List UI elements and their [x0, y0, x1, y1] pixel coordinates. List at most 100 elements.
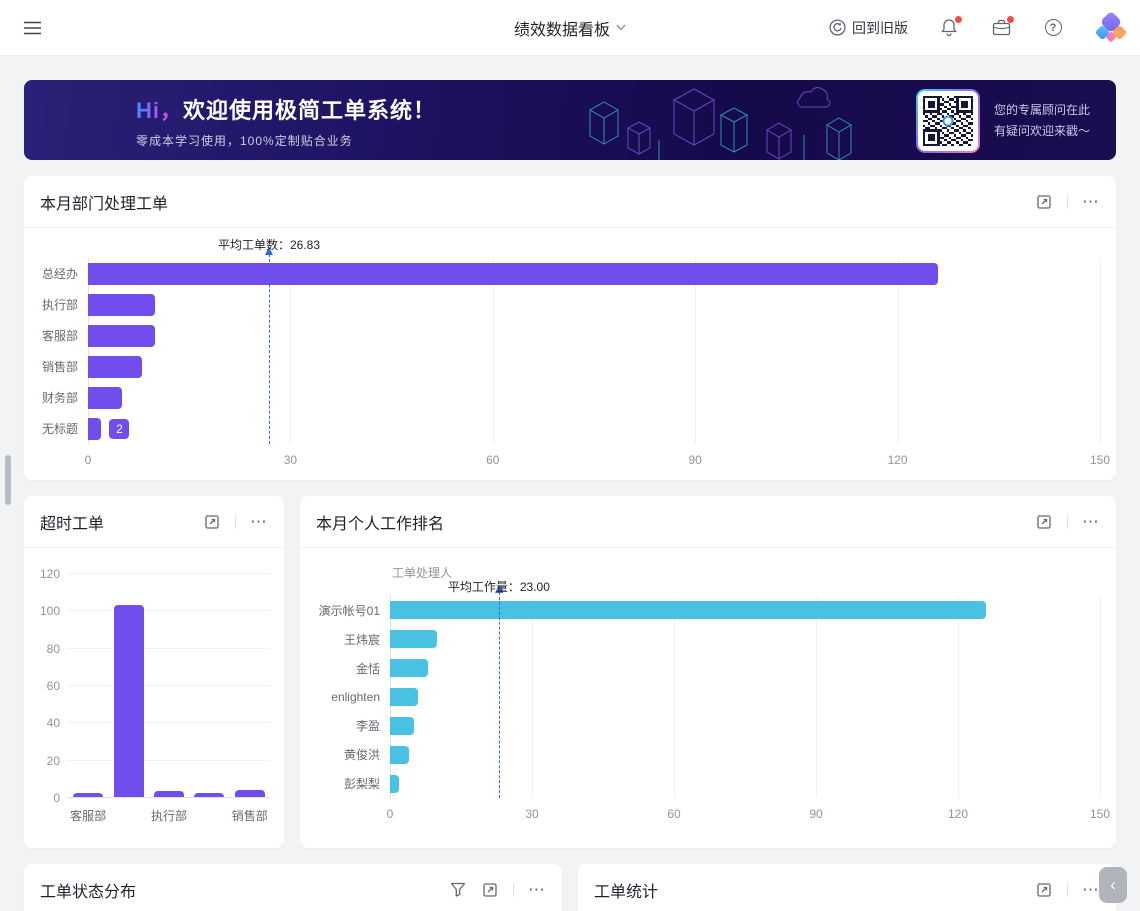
chart-body: 演示帐号01 王炜宸 金恬 enlighten 李盈 黄俊洪 彭梨梨 工单处理人 平均工作量：…: [316, 566, 1101, 798]
x-tick-label: 30: [525, 807, 539, 821]
card-stats-header: 工单统计 ⋯: [578, 864, 1116, 911]
gridline: [958, 596, 959, 798]
bar-客服部[interactable]: [73, 793, 104, 797]
average-line: [265, 247, 273, 444]
x-category-label: 销售部: [231, 809, 268, 823]
x-tick-label: 150: [1089, 807, 1111, 821]
gridline: [897, 258, 899, 444]
bar-row: [390, 596, 1100, 625]
inbox-button[interactable]: [990, 15, 1014, 39]
more-icon[interactable]: ⋯: [250, 511, 268, 531]
category-label: 执行部: [41, 298, 78, 312]
bar-彭梨梨[interactable]: [390, 774, 400, 793]
category-label: 金恬: [355, 661, 380, 676]
actions-divider: [1067, 882, 1068, 897]
scrollbar-thumb[interactable]: [5, 455, 11, 505]
bar-销售部[interactable]: [234, 789, 265, 797]
y-tick-label: 100: [39, 604, 60, 619]
more-icon[interactable]: ⋯: [528, 879, 546, 899]
back-to-old-version-button[interactable]: 回到旧版: [829, 18, 908, 38]
category-label: 客服部: [41, 329, 78, 343]
x-tick-label: 0: [386, 807, 394, 821]
card-ranking-actions: ⋯: [1035, 513, 1100, 531]
filter-icon[interactable]: [449, 881, 467, 899]
card-status-actions: ⋯: [449, 881, 546, 899]
gridline: [68, 647, 270, 649]
x-tick-label: 90: [688, 453, 702, 467]
more-icon[interactable]: ⋯: [1082, 511, 1100, 531]
card-status-distribution: 工单状态分布 ⋯: [24, 864, 562, 911]
chart-body: 0 20 40 60 80 100 120: [38, 567, 270, 805]
bar-演示帐号01[interactable]: [390, 601, 987, 620]
more-icon[interactable]: ⋯: [1082, 191, 1100, 211]
x-axis: 0 30 60 90 120 150: [316, 798, 1110, 824]
dashboard-title-dropdown[interactable]: 绩效数据看板: [514, 16, 626, 40]
category-label: 彭梨梨: [343, 777, 380, 792]
briefcase-icon: [992, 19, 1010, 36]
card-dept-orders: 本月部门处理工单 ⋯ 总经办 执行部 客服部 销售部 财务部 无标题 2 平均工单数：26.…: [24, 176, 1116, 480]
gridline: [1100, 258, 1101, 444]
x-tick-label: 90: [809, 807, 823, 821]
more-icon[interactable]: ⋯: [1082, 879, 1100, 899]
expand-icon[interactable]: [1035, 881, 1053, 899]
qr-center-logo: [942, 115, 954, 127]
notifications-button[interactable]: [938, 15, 962, 39]
expand-icon[interactable]: [1035, 193, 1053, 211]
qr-caption: 您的专属顾问在此 有疑问欢迎来戳～: [994, 100, 1090, 142]
gridline: [695, 258, 697, 444]
bar-客服部[interactable]: [88, 324, 156, 347]
average-line-arrow: [265, 247, 273, 255]
dept-orders-chart: 总经办 执行部 客服部 销售部 财务部 无标题 2 平均工单数：26.83 0 30 60 90 1…: [40, 238, 1110, 470]
card-ranking-title: 本月个人工作排名: [316, 515, 445, 533]
bar-enlighten[interactable]: [390, 688, 419, 706]
expand-icon[interactable]: [203, 513, 221, 531]
expand-icon[interactable]: [1035, 513, 1053, 531]
x-tick-label: 120: [887, 453, 908, 467]
chart-body: 总经办 执行部 客服部 销售部 财务部 无标题 2 平均工单数：26.83: [40, 238, 1101, 444]
card-order-stats: 工单统计 ⋯: [578, 864, 1116, 911]
average-line-label: 平均工单数：26.83: [217, 238, 321, 252]
bar-金恬[interactable]: [390, 659, 428, 678]
notification-badge-dot: [955, 15, 962, 23]
consultant-qr-code: [915, 89, 980, 154]
gridline: [816, 596, 817, 798]
expand-icon[interactable]: [481, 881, 499, 899]
axis-name-label: 工单处理人: [392, 566, 453, 580]
x-category-label: 客服部: [70, 809, 107, 823]
bar-3[interactable]: [194, 793, 225, 797]
qr-pattern: [922, 96, 973, 147]
x-axis: 0 30 60 90 120 150: [40, 444, 1110, 470]
banner-consultant-block: 您的专属顾问在此 有疑问欢迎来戳～: [915, 89, 1090, 154]
gridline: [532, 596, 533, 798]
hamburger-menu-button[interactable]: [24, 21, 41, 35]
bar-王炜宸[interactable]: [390, 630, 438, 649]
bar-总经办[interactable]: [88, 262, 939, 285]
card-stats-actions: ⋯: [1035, 881, 1100, 899]
bar-执行部[interactable]: [88, 293, 156, 316]
card-personal-ranking: 本月个人工作排名 ⋯ 演示帐号01 王炜宸 金恬 enlighten 李盈 黄俊洪 彭梨梨 …: [300, 496, 1116, 848]
card-overtime-header: 超时工单 ⋯: [24, 496, 284, 548]
bar-黄俊洪[interactable]: [390, 745, 409, 764]
card-overtime-body: 0 20 40 60 80 100 120 客服部 执行部 销售部: [24, 567, 284, 834]
category-label: 销售部: [41, 360, 78, 374]
bar-李盈[interactable]: [390, 716, 414, 735]
y-tick-label: 80: [46, 641, 60, 656]
bar-row: [88, 289, 1100, 320]
card-ranking-header: 本月个人工作排名 ⋯: [300, 496, 1116, 548]
collapse-panel-handle[interactable]: ‹: [1099, 867, 1127, 903]
bar-无标题[interactable]: [88, 417, 102, 440]
bar-销售部[interactable]: [88, 355, 142, 378]
category-axis-labels: 总经办 执行部 客服部 销售部 财务部 无标题: [40, 258, 88, 444]
y-tick-label: 20: [46, 753, 60, 768]
x-axis-labels: 客服部 执行部 销售部: [68, 798, 270, 824]
app-logo[interactable]: [1094, 10, 1128, 44]
qr-caption-line1: 您的专属顾问在此: [993, 103, 1090, 118]
inbox-badge-dot: [1007, 15, 1014, 23]
help-button[interactable]: ?: [1042, 17, 1064, 39]
page-title: 绩效数据看板: [513, 21, 611, 39]
average-line-arrow: [494, 585, 503, 593]
gridline: [68, 797, 270, 798]
bar-执行部[interactable]: [154, 791, 184, 797]
bar-财务部[interactable]: [88, 386, 122, 409]
bar-1[interactable]: [113, 604, 144, 797]
